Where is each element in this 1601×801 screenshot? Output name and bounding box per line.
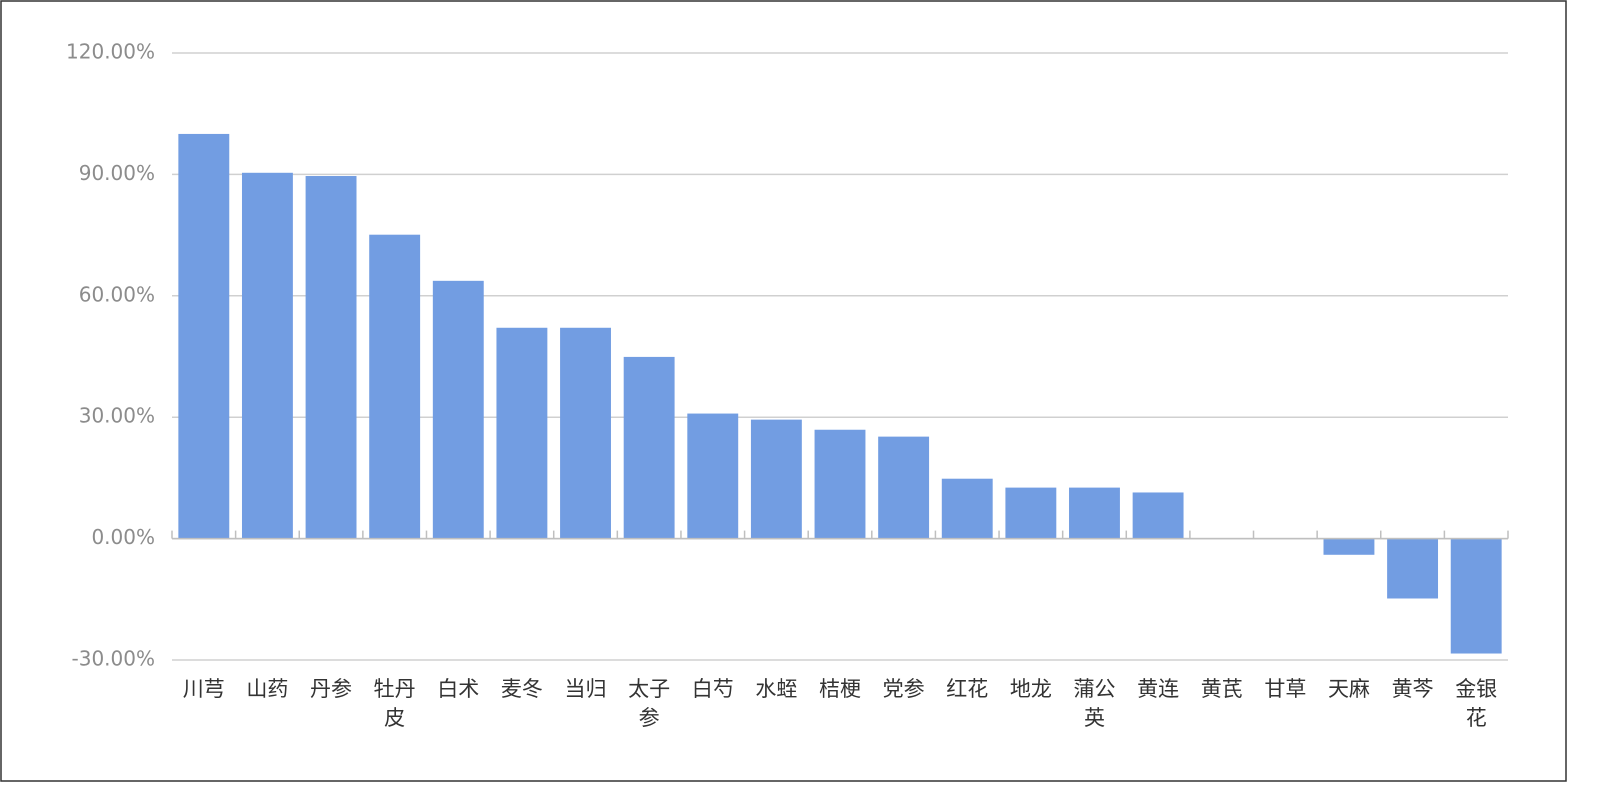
x-tick-label: 山药 — [246, 677, 288, 701]
y-tick-label: 120.00% — [66, 40, 155, 64]
x-tick-label: 丹参 — [310, 677, 352, 701]
bar — [1069, 487, 1120, 539]
x-tick-label: 黄连 — [1137, 677, 1179, 701]
x-tick-label: 甘草 — [1264, 677, 1306, 701]
bar — [878, 436, 930, 539]
x-tick-label: 党参 — [883, 677, 925, 701]
y-tick-label: 60.00% — [79, 282, 155, 306]
bar — [241, 172, 293, 539]
x-tick-label: 地龙 — [1010, 677, 1052, 701]
x-tick-label: 蒲公英 — [1073, 677, 1115, 730]
y-tick-label: -30.00% — [72, 647, 155, 671]
bar — [560, 327, 611, 539]
bar — [1387, 538, 1439, 599]
bar — [496, 327, 548, 539]
y-tick-label: 30.00% — [79, 404, 155, 428]
chart-border — [0, 0, 1567, 782]
bar — [1450, 538, 1502, 654]
bar — [1132, 492, 1184, 539]
y-tick-label: 0.00% — [91, 525, 155, 549]
x-tick-label: 川芎 — [183, 677, 225, 701]
x-tick-label: 黄芪 — [1201, 677, 1243, 701]
x-tick-label: 当归 — [565, 677, 607, 701]
x-tick-label: 麦冬 — [501, 677, 543, 701]
x-tick-label: 水蛭 — [755, 677, 797, 701]
x-tick-label: 黄芩 — [1392, 677, 1434, 701]
bar — [623, 356, 675, 539]
bar — [178, 133, 230, 539]
bar — [369, 234, 421, 539]
bar — [432, 280, 484, 539]
x-tick-label: 白芍 — [692, 677, 734, 701]
bar — [305, 176, 357, 539]
x-tick-label: 桔梗 — [819, 677, 861, 701]
x-tick-label: 白术 — [437, 677, 479, 701]
x-tick-label: 太子参 — [628, 677, 670, 730]
bar — [1005, 487, 1057, 539]
bar — [941, 478, 993, 539]
x-tick-label: 天麻 — [1328, 677, 1370, 701]
bar — [750, 419, 802, 539]
y-tick-label: 90.00% — [79, 161, 155, 185]
x-tick-label: 红花 — [946, 677, 988, 701]
x-tick-label: 牡丹皮 — [374, 677, 416, 730]
bar — [814, 429, 866, 539]
x-tick-label: 金银花 — [1455, 677, 1497, 730]
bar — [1323, 538, 1375, 555]
bar — [687, 413, 739, 539]
